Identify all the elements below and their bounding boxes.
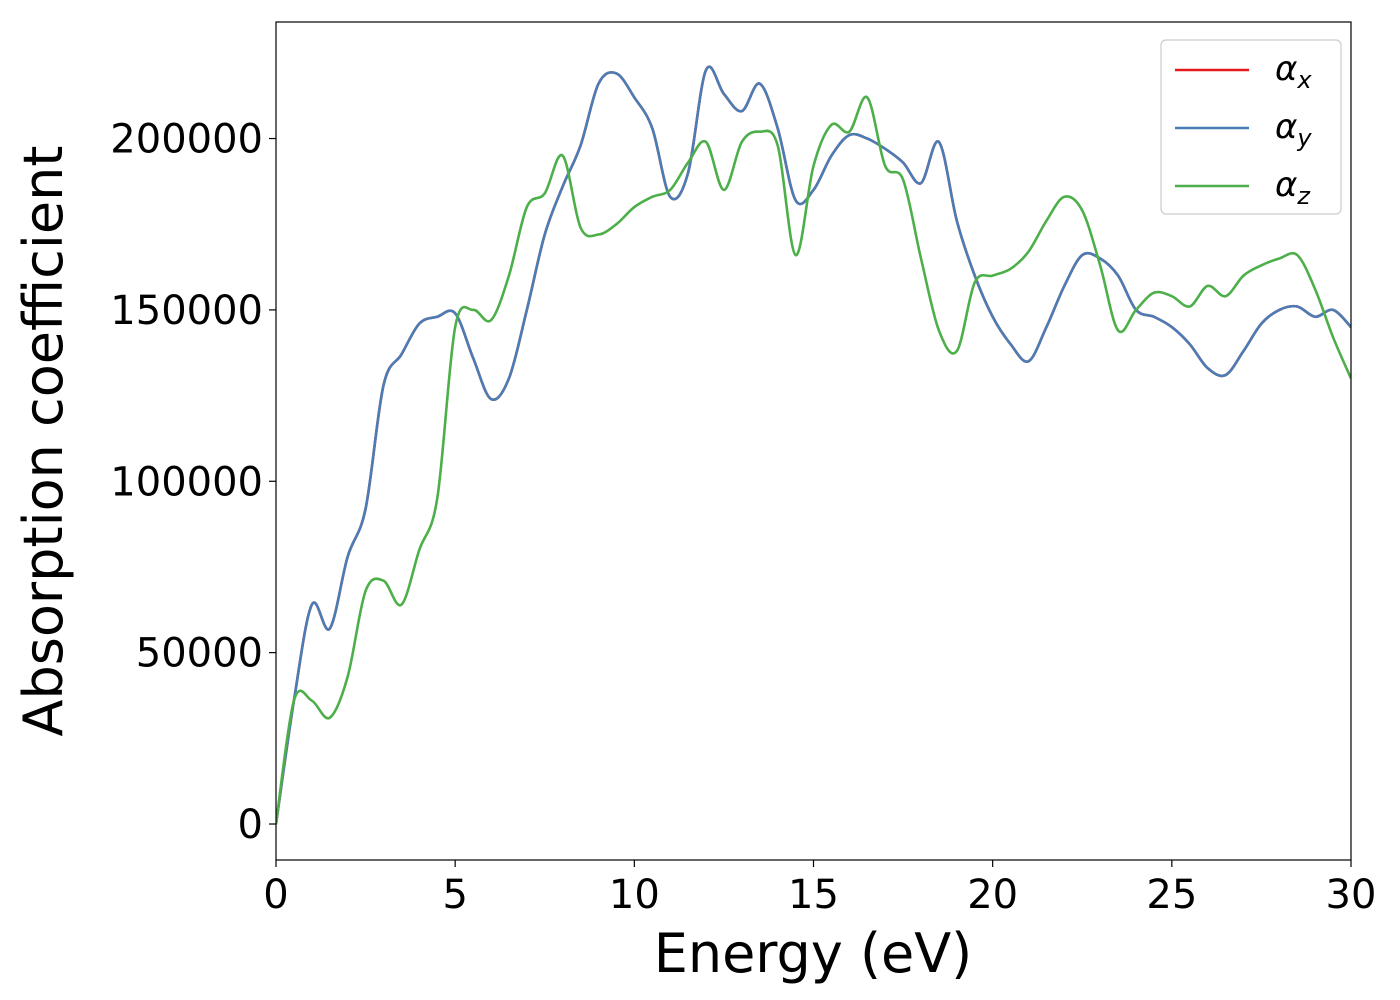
x-tick-label: 30 xyxy=(1326,872,1377,918)
x-tick-label: 10 xyxy=(609,872,660,918)
legend-label: αy xyxy=(1275,107,1312,152)
x-tick-label: 25 xyxy=(1146,872,1197,918)
series-line xyxy=(276,95,1351,825)
y-tick-label: 200000 xyxy=(110,117,263,163)
y-tick-label: 50000 xyxy=(136,631,263,677)
x-tick-label: 0 xyxy=(263,872,288,918)
series-line xyxy=(276,65,1351,825)
legend-label: αx xyxy=(1275,49,1312,94)
legend-box xyxy=(1160,39,1342,215)
y-axis-label: Absorption coefficient xyxy=(12,146,75,737)
y-tick-label: 100000 xyxy=(110,459,263,505)
x-tick-label: 5 xyxy=(442,872,467,918)
legend-label: αz xyxy=(1275,165,1311,210)
x-tick-label: 20 xyxy=(967,872,1018,918)
x-tick-label: 15 xyxy=(788,872,839,918)
y-tick-label: 0 xyxy=(238,802,263,848)
y-tick-label: 150000 xyxy=(110,288,263,334)
plot-frame xyxy=(275,21,1352,861)
x-axis-label: Energy (eV) xyxy=(654,922,973,985)
